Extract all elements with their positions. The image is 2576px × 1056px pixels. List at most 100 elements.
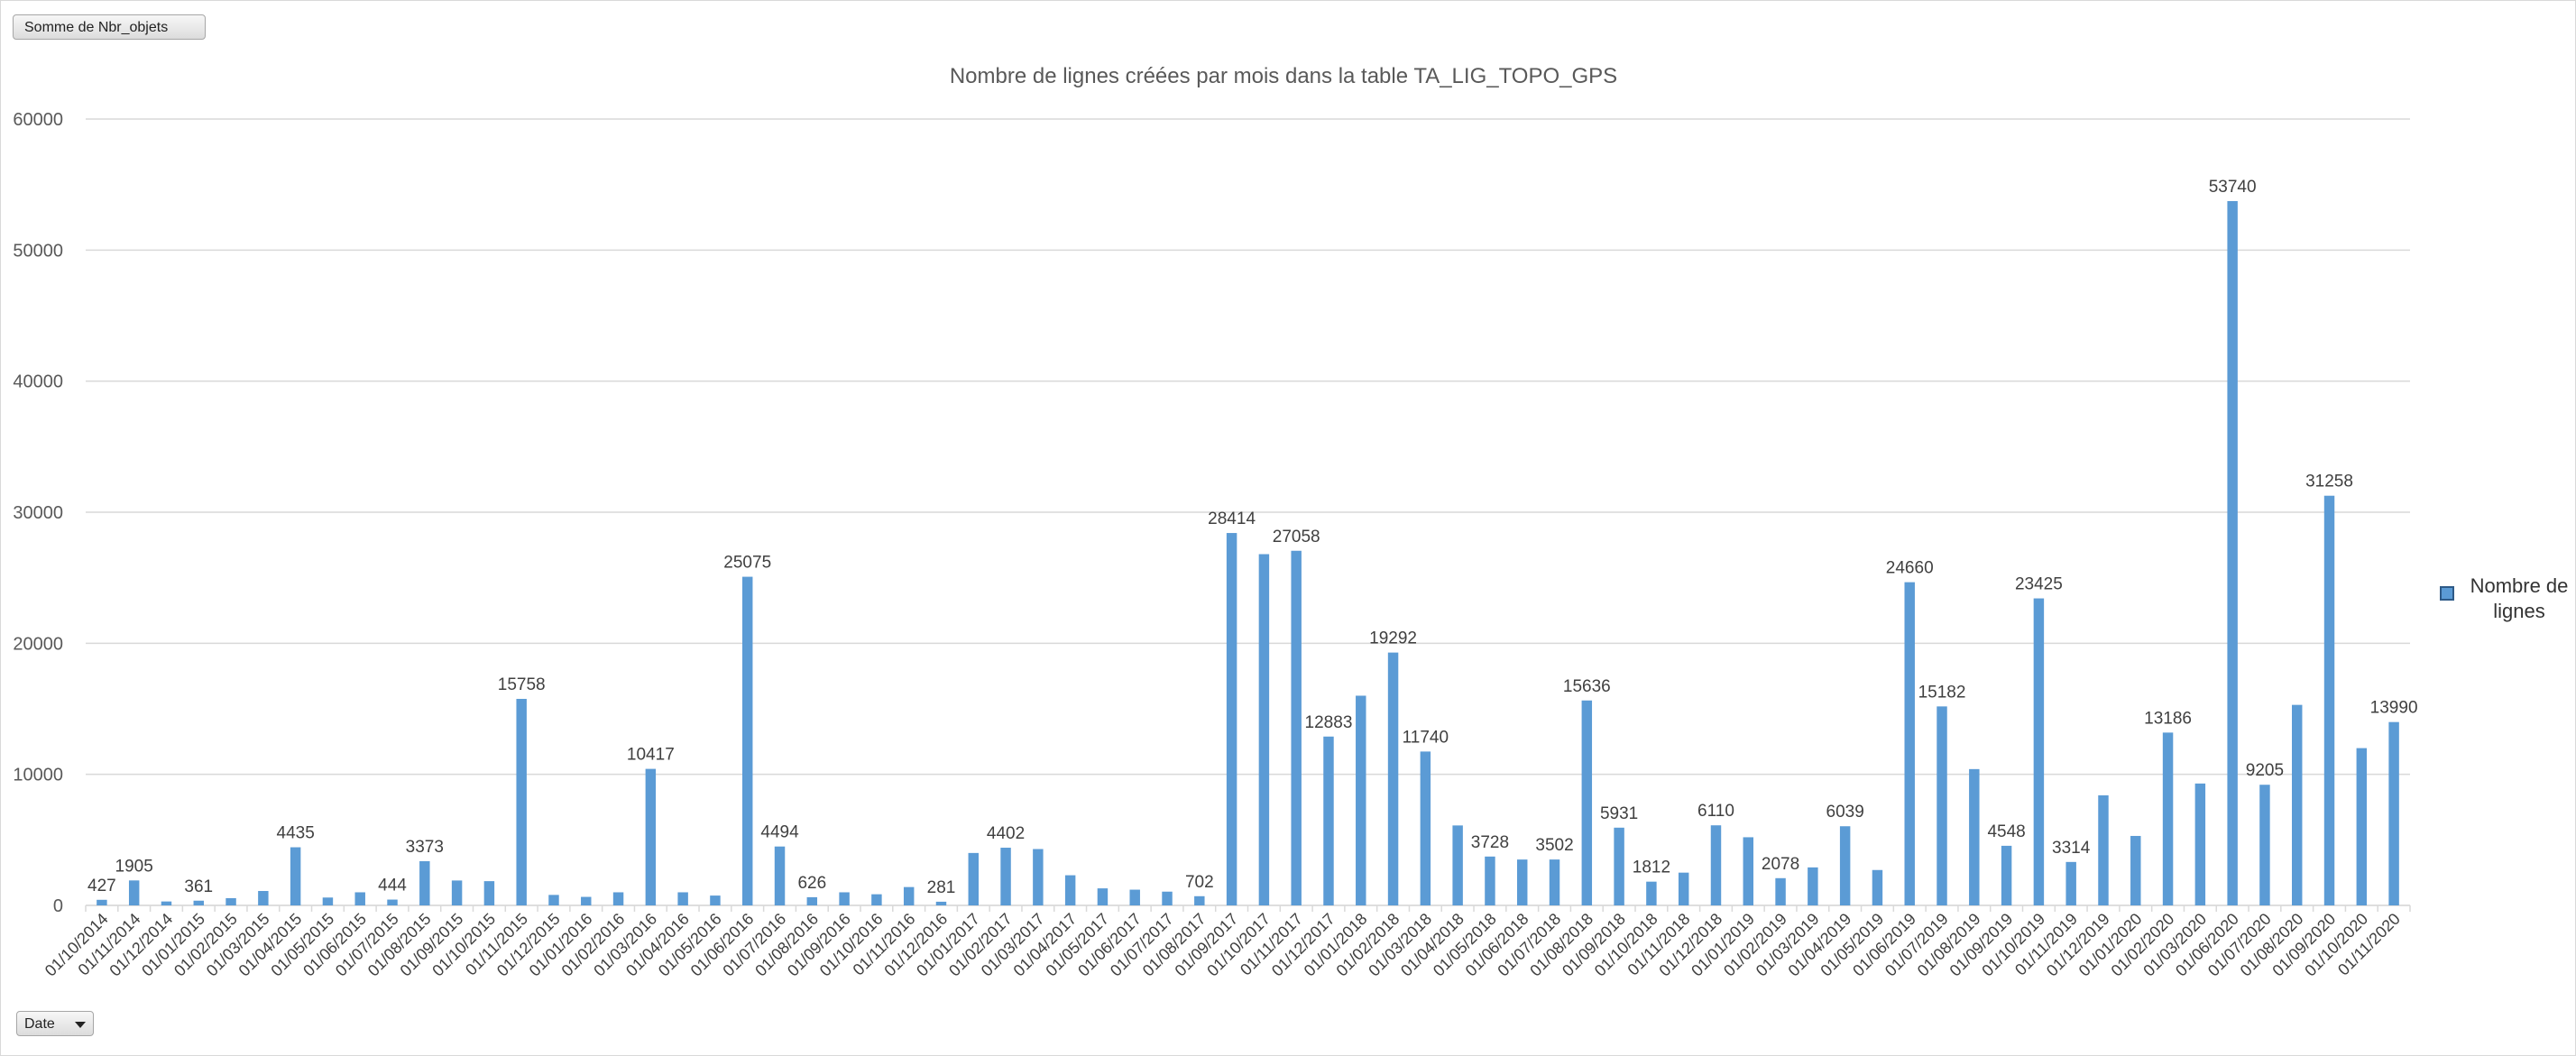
bar[interactable] <box>806 896 818 905</box>
bar[interactable] <box>1904 582 1915 905</box>
bar[interactable] <box>2356 748 2368 905</box>
bar[interactable] <box>290 847 301 905</box>
bar[interactable] <box>419 860 430 905</box>
bar[interactable] <box>1646 881 1657 905</box>
y-tick-label: 10000 <box>13 766 63 785</box>
bar[interactable] <box>2130 835 2141 905</box>
bar[interactable] <box>1194 895 1205 905</box>
bar[interactable] <box>1323 736 1334 905</box>
bar[interactable] <box>1162 891 1173 905</box>
data-label: 13990 <box>2370 699 2418 718</box>
bar[interactable] <box>1872 869 1883 905</box>
bar[interactable] <box>1226 533 1237 905</box>
bar[interactable] <box>516 698 527 905</box>
bar[interactable] <box>97 899 107 905</box>
bar[interactable] <box>645 768 657 905</box>
value-field-button[interactable]: Somme de Nbr_objets <box>13 14 206 40</box>
y-tick-label: 30000 <box>13 503 63 523</box>
bar[interactable] <box>871 894 882 905</box>
bar[interactable] <box>774 846 786 905</box>
bar[interactable] <box>1549 859 1560 905</box>
bar[interactable] <box>1291 550 1302 905</box>
bar[interactable] <box>903 886 915 905</box>
bar[interactable] <box>1452 825 1463 905</box>
bar[interactable] <box>483 881 495 905</box>
legend-label: Nombre de lignes <box>2470 574 2569 622</box>
bar[interactable] <box>161 901 172 905</box>
bar[interactable] <box>581 896 592 905</box>
bar[interactable] <box>1097 888 1109 905</box>
bar[interactable] <box>742 576 753 905</box>
legend: Nombre de lignes <box>2440 574 2575 628</box>
data-label: 4402 <box>987 824 1025 843</box>
bar[interactable] <box>1808 867 1818 905</box>
bar[interactable] <box>451 880 463 905</box>
data-label: 4435 <box>277 824 315 843</box>
date-field-button[interactable]: Date <box>16 1011 94 1036</box>
bar[interactable] <box>2259 785 2270 905</box>
data-label: 31258 <box>2305 473 2353 491</box>
bar[interactable] <box>258 891 269 905</box>
bar[interactable] <box>128 880 140 905</box>
bar[interactable] <box>1710 825 1722 905</box>
bar[interactable] <box>1614 827 1624 905</box>
bar[interactable] <box>2065 861 2076 905</box>
data-label: 6110 <box>1697 802 1734 821</box>
chevron-down-icon[interactable] <box>75 1022 86 1028</box>
bar[interactable] <box>322 897 334 905</box>
data-label: 19292 <box>1369 629 1417 648</box>
bar[interactable] <box>1839 826 1851 905</box>
data-label: 25075 <box>723 554 771 573</box>
bar[interactable] <box>677 892 688 905</box>
bar[interactable] <box>612 892 624 905</box>
bar[interactable] <box>548 895 559 905</box>
bar[interactable] <box>1033 849 1044 905</box>
bars <box>97 200 2399 906</box>
bar[interactable] <box>935 901 947 905</box>
data-label: 1905 <box>115 857 153 876</box>
date-field-label: Date <box>24 1016 55 1032</box>
bar[interactable] <box>1517 859 1528 905</box>
bar[interactable] <box>387 899 398 905</box>
bar[interactable] <box>2098 794 2109 905</box>
y-tick-label: 50000 <box>13 241 63 261</box>
bar[interactable] <box>1064 875 1076 905</box>
bar[interactable] <box>2162 732 2174 905</box>
bar[interactable] <box>1678 872 1689 905</box>
bar[interactable] <box>1258 554 1270 905</box>
bar[interactable] <box>2033 598 2045 905</box>
bar[interactable] <box>2194 783 2206 905</box>
bar[interactable] <box>1743 837 1753 905</box>
bar[interactable] <box>1937 706 1947 905</box>
data-label: 15758 <box>498 675 546 694</box>
bar[interactable] <box>1485 856 1495 905</box>
data-label: 361 <box>184 877 213 896</box>
bar[interactable] <box>2388 721 2399 905</box>
bar[interactable] <box>2323 495 2335 905</box>
bar[interactable] <box>968 852 979 905</box>
y-tick-label: 60000 <box>13 110 63 130</box>
bar[interactable] <box>839 892 850 905</box>
bar[interactable] <box>1000 848 1011 905</box>
bar[interactable] <box>2292 704 2303 905</box>
bar[interactable] <box>1420 751 1431 905</box>
data-label: 3728 <box>1471 833 1509 852</box>
bar[interactable] <box>1356 695 1366 905</box>
bar[interactable] <box>2001 845 2012 905</box>
bar[interactable] <box>193 900 204 905</box>
bar[interactable] <box>1129 889 1140 905</box>
bar[interactable] <box>1775 877 1786 905</box>
bar[interactable] <box>2227 200 2238 906</box>
bar[interactable] <box>354 892 365 905</box>
data-label: 4494 <box>760 823 799 842</box>
data-label: 9205 <box>2246 761 2284 780</box>
data-label: 24660 <box>1886 559 1934 578</box>
data-label: 15182 <box>1918 683 1966 702</box>
bar[interactable] <box>225 898 236 905</box>
bar[interactable] <box>1387 652 1399 905</box>
bar[interactable] <box>1581 700 1593 905</box>
bar[interactable] <box>710 895 721 905</box>
bar[interactable] <box>1969 768 1980 905</box>
data-label: 3314 <box>2052 839 2091 858</box>
